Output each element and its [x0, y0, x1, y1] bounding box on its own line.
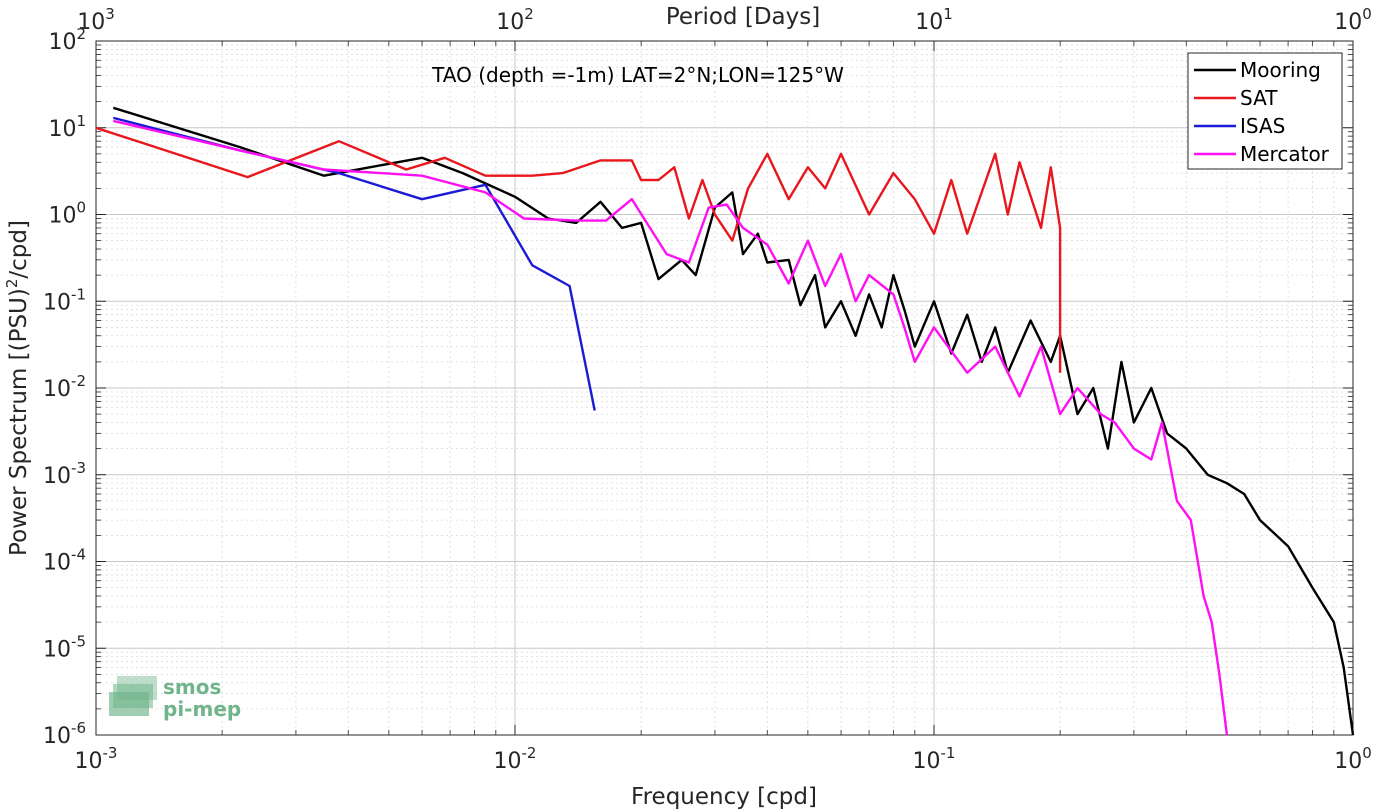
- legend-label-sat: SAT: [1240, 86, 1278, 110]
- smos-logo: smos pi-mep: [109, 675, 241, 721]
- x-tick-label: 10-1: [913, 744, 956, 774]
- y-tick-label: 10-3: [43, 459, 86, 489]
- y-tick-label: 10-1: [43, 285, 86, 315]
- y-axis-label-sup: 2: [3, 279, 21, 289]
- y-tick-label: 102: [48, 25, 86, 55]
- logo-text-smos: smos: [163, 675, 221, 699]
- x-tick-label: 100: [1334, 744, 1372, 774]
- top-tick-label: 102: [496, 5, 534, 35]
- y-tick-label: 10-4: [43, 546, 86, 576]
- x-tick-label: 10-3: [75, 744, 118, 774]
- y-tick-label: 10-6: [43, 719, 86, 749]
- series-line-sat: [95, 126, 1062, 373]
- series-layer: [95, 106, 1355, 736]
- smos-logo-icon: [109, 676, 157, 716]
- major-grid: [95, 40, 1354, 736]
- logo-text-pimep: pi-mep: [163, 697, 241, 721]
- y-axis-label: Power Spectrum [(PSU)2/cpd]: [3, 220, 32, 556]
- x-axis-label: Frequency [cpd]: [631, 784, 817, 809]
- y-axis-label-tail: /cpd]: [6, 220, 32, 279]
- chart-title: TAO (depth =-1m) LAT=2°N;LON=125°W: [431, 63, 844, 87]
- series-line-mooring: [112, 106, 1355, 736]
- legend-label-mooring: Mooring: [1240, 58, 1321, 82]
- y-tick-label: 100: [48, 199, 86, 229]
- top-tick-label: 100: [1334, 5, 1372, 35]
- legend: Mooring SAT ISAS Mercator: [1187, 52, 1343, 170]
- legend-label-isas: ISAS: [1240, 114, 1285, 138]
- series-line-mercator: [113, 119, 1229, 736]
- y-axis-label-main: Power Spectrum [(PSU): [6, 288, 32, 556]
- legend-label-mercator: Mercator: [1240, 142, 1330, 166]
- top-axis-label: Period [Days]: [666, 4, 820, 30]
- y-tick-label: 10-2: [43, 372, 86, 402]
- y-tick-label: 101: [48, 112, 86, 142]
- legend-box: [1187, 52, 1343, 170]
- top-tick-label: 103: [77, 5, 115, 35]
- x-tick-label: 10-2: [494, 744, 537, 774]
- series-line-isas: [113, 116, 596, 411]
- y-tick-label: 10-5: [43, 632, 86, 662]
- top-tick-label: 101: [915, 5, 953, 35]
- axis-ticks: [95, 40, 1354, 736]
